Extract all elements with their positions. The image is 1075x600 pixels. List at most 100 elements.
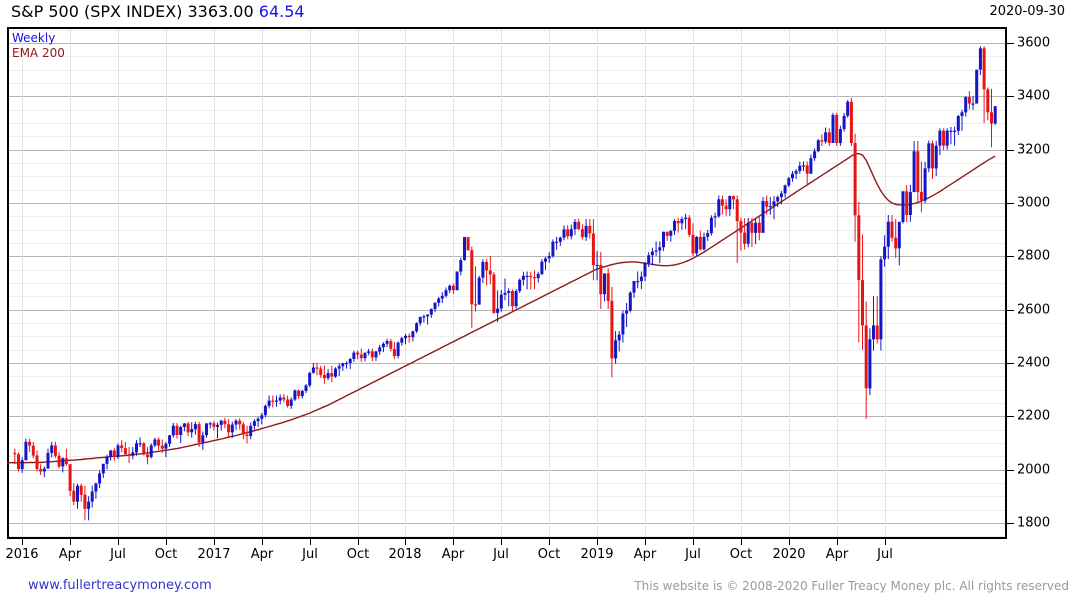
candle-body bbox=[569, 229, 573, 237]
candlestick bbox=[754, 219, 758, 245]
candle-body bbox=[702, 236, 706, 250]
candlestick bbox=[838, 125, 842, 146]
gridline-minor bbox=[9, 483, 1005, 484]
candle-body bbox=[934, 145, 938, 169]
candlestick bbox=[252, 419, 256, 430]
candle-body bbox=[101, 463, 105, 474]
candlestick bbox=[179, 425, 183, 443]
candle-body bbox=[931, 143, 934, 169]
price-axis-tick bbox=[1007, 470, 1014, 471]
date-axis-tick bbox=[262, 539, 263, 545]
candle-body bbox=[76, 485, 79, 502]
gridline-major bbox=[9, 203, 1005, 204]
candlestick bbox=[824, 127, 828, 144]
candlestick bbox=[31, 441, 35, 459]
gridline-vertical bbox=[501, 29, 502, 537]
candlestick bbox=[765, 195, 769, 215]
candlestick bbox=[39, 464, 43, 475]
candlestick bbox=[835, 112, 839, 146]
candle-body bbox=[890, 221, 894, 238]
candle-body bbox=[820, 140, 824, 142]
candle-body bbox=[584, 225, 588, 238]
candle-body bbox=[643, 263, 647, 277]
candlestick bbox=[72, 483, 76, 506]
price-axis-label: 2400 bbox=[1017, 355, 1051, 371]
candlestick bbox=[131, 447, 135, 460]
candle-body bbox=[639, 276, 643, 282]
chart-plot-area[interactable] bbox=[7, 27, 1007, 539]
candle-body bbox=[503, 292, 507, 295]
gridline-minor bbox=[9, 496, 1005, 497]
candle-body bbox=[857, 215, 861, 281]
candle-body bbox=[724, 205, 728, 210]
candlestick bbox=[315, 362, 319, 376]
candlestick bbox=[798, 161, 802, 174]
candlestick bbox=[872, 296, 875, 351]
price-axis-label: 3000 bbox=[1017, 195, 1051, 211]
candle-body bbox=[849, 101, 853, 143]
candle-body bbox=[816, 140, 820, 152]
date-axis-label: Apr bbox=[250, 547, 274, 562]
date-axis-label: 2017 bbox=[197, 547, 231, 562]
candle-body bbox=[717, 199, 721, 217]
candlestick bbox=[79, 483, 83, 502]
candlestick bbox=[650, 247, 654, 266]
candle-body bbox=[772, 201, 776, 206]
candlestick bbox=[990, 88, 993, 148]
candlestick bbox=[632, 280, 636, 298]
candle-body bbox=[42, 468, 46, 472]
candle-body bbox=[356, 352, 360, 355]
candle-body bbox=[886, 221, 890, 247]
candlestick bbox=[993, 106, 997, 126]
date-axis-tick bbox=[22, 539, 23, 545]
gridline-minor bbox=[9, 323, 1005, 324]
candlestick bbox=[407, 333, 411, 343]
candle-body bbox=[953, 130, 957, 132]
candle-body bbox=[116, 445, 120, 458]
gridline-minor bbox=[9, 163, 1005, 164]
price-axis-label: 2800 bbox=[1017, 248, 1051, 264]
candlestick bbox=[496, 290, 500, 323]
candle-body bbox=[28, 441, 32, 446]
candlestick bbox=[536, 271, 540, 283]
candlestick bbox=[459, 257, 463, 276]
candlestick bbox=[326, 368, 330, 381]
candle-body bbox=[304, 385, 308, 391]
candlestick bbox=[757, 216, 761, 241]
candlestick bbox=[271, 395, 275, 408]
price-axis-tick bbox=[1007, 43, 1014, 44]
gridline-vertical bbox=[405, 29, 406, 537]
gridline-minor bbox=[9, 336, 1005, 337]
candle-body bbox=[739, 221, 743, 233]
candlestick bbox=[171, 423, 175, 438]
candlestick bbox=[794, 169, 798, 179]
gridline-major bbox=[9, 310, 1005, 311]
candle-body bbox=[676, 220, 680, 224]
candlestick bbox=[706, 229, 710, 241]
candle-body bbox=[138, 443, 142, 445]
gridline-minor bbox=[9, 536, 1005, 537]
candlestick bbox=[286, 395, 290, 408]
candle-body bbox=[157, 439, 161, 446]
candlestick bbox=[883, 235, 887, 267]
candle-body bbox=[573, 221, 577, 230]
gridline-minor bbox=[9, 136, 1005, 137]
candlestick bbox=[510, 289, 514, 312]
candle-body bbox=[488, 270, 492, 275]
gridline-vertical bbox=[358, 29, 359, 537]
candle-body bbox=[319, 368, 323, 375]
candlestick bbox=[223, 417, 227, 429]
gridline-vertical bbox=[70, 29, 71, 537]
candle-body bbox=[234, 420, 238, 425]
candlestick bbox=[698, 230, 702, 251]
candlestick bbox=[437, 296, 441, 307]
candle-body bbox=[606, 273, 610, 301]
candlestick bbox=[540, 259, 544, 276]
site-url[interactable]: www.fullertreacymoney.com bbox=[28, 578, 212, 593]
candle-body bbox=[650, 251, 654, 256]
candle-body bbox=[916, 151, 920, 193]
candle-body bbox=[938, 130, 942, 146]
candle-body bbox=[404, 335, 407, 339]
candlestick bbox=[927, 140, 931, 173]
candle-body bbox=[547, 256, 551, 259]
